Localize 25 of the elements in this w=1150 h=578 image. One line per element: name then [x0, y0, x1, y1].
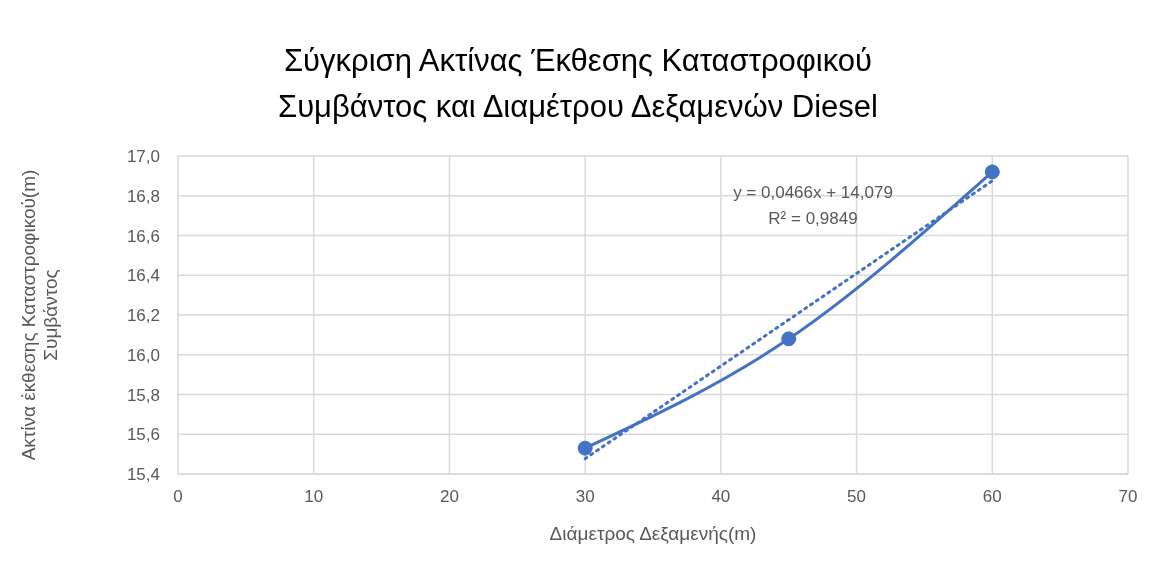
point: [781, 331, 797, 347]
y-tick-label: 15,6: [126, 425, 160, 445]
chart-title: Σύγκριση Ακτίνας Έκθεσης Καταστροφικού Συμβάντος και Διαμέτρου Δεξαμενών Diesel: [278, 42, 878, 126]
point: [984, 164, 1000, 180]
x-tick-label: 0: [173, 487, 183, 507]
annotation: R² = 0,9849: [767, 208, 859, 230]
x-tick-label: 50: [847, 487, 867, 507]
x-axis-title: Διάμετρος Δεξαμενής(m): [549, 523, 757, 544]
point: [577, 440, 593, 456]
y-tick-label: 17,0: [126, 147, 160, 167]
x-tick-label: 20: [439, 487, 459, 507]
y-axis-title: Ακτίνα έκθεσης Καταστροφικού(m) Συμβάντος: [18, 169, 61, 461]
y-tick-label: 16,4: [126, 266, 160, 286]
x-tick-label: 70: [1118, 487, 1138, 507]
y-tick-label: 16,0: [126, 345, 160, 365]
x-tick-label: 60: [982, 487, 1002, 507]
x-tick-label: 30: [575, 487, 595, 507]
y-tick-label: 15,8: [126, 385, 160, 405]
annotation: y = 0,0466x + 14,079: [732, 182, 894, 204]
y-tick-label: 16,6: [126, 226, 160, 246]
y-tick-label: 16,8: [126, 186, 160, 206]
x-tick-label: 10: [304, 487, 324, 507]
x-tick-label: 40: [711, 487, 731, 507]
y-tick-label: 15,4: [126, 465, 160, 485]
y-tick-label: 16,2: [126, 306, 160, 326]
